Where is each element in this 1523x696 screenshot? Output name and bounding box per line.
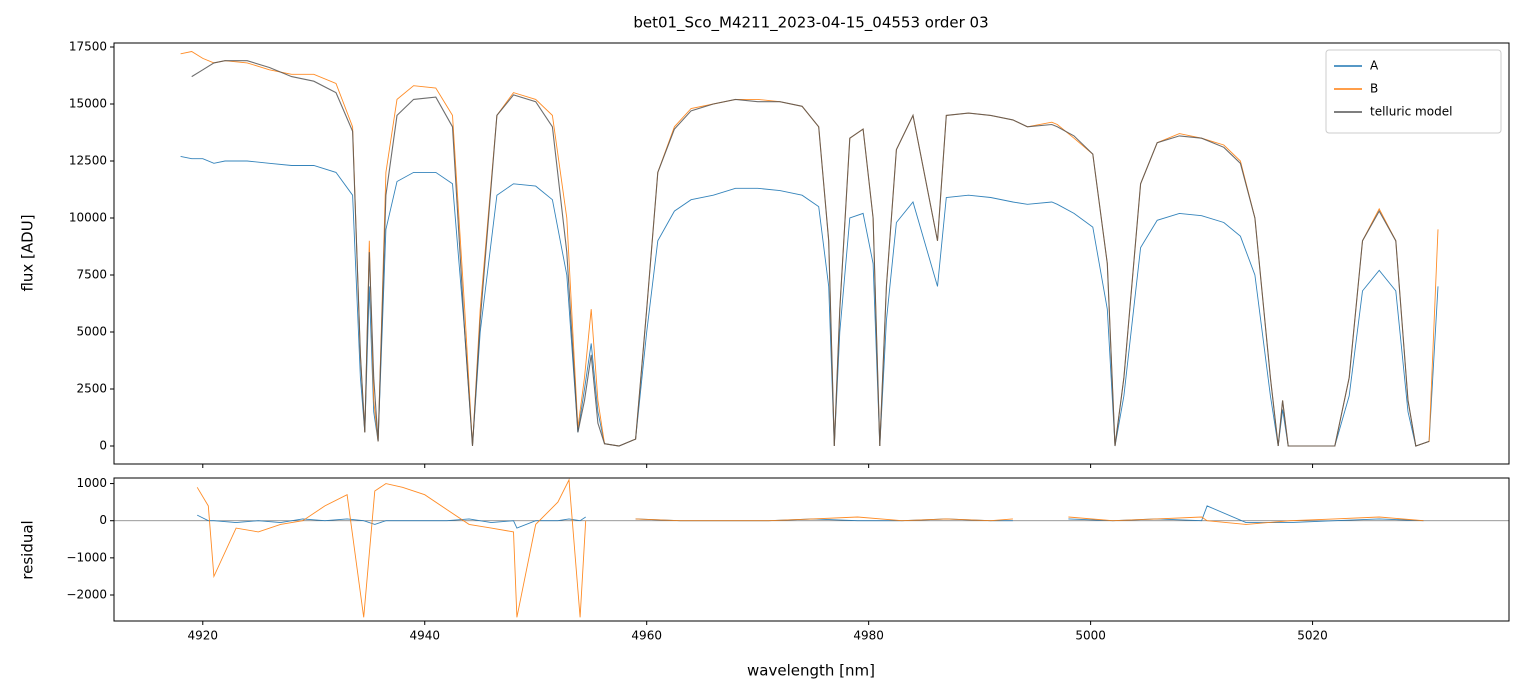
y-tick-label: 10000 bbox=[69, 210, 107, 224]
y-tick-label: 0 bbox=[99, 438, 107, 452]
data-line bbox=[180, 155, 1439, 447]
plot-area bbox=[196, 478, 1424, 618]
data-line bbox=[180, 51, 1439, 447]
x-axis-label: wavelength [nm] bbox=[747, 662, 875, 680]
axes-frame bbox=[113, 42, 1510, 465]
axes-frame bbox=[113, 477, 1510, 622]
y-tick-label: 12500 bbox=[69, 153, 107, 167]
y-tick-label: 17500 bbox=[69, 39, 107, 53]
plot-area bbox=[180, 51, 1439, 447]
data-line bbox=[191, 60, 1430, 447]
y-tick-label: −1000 bbox=[66, 550, 107, 564]
y-axis-label: residual bbox=[19, 520, 37, 579]
y-tick-label: 5000 bbox=[76, 324, 107, 338]
y-tick-label: 15000 bbox=[69, 96, 107, 110]
legend-label: B bbox=[1370, 82, 1378, 96]
legend-box bbox=[1325, 49, 1502, 134]
chart-title: bet01_Sco_M4211_2023-04-15_04553 order 0… bbox=[633, 14, 988, 33]
legend-label: A bbox=[1370, 59, 1379, 73]
x-tick-label: 4940 bbox=[409, 629, 440, 643]
y-tick-label: 7500 bbox=[76, 267, 107, 281]
x-tick-label: 5000 bbox=[1075, 629, 1106, 643]
y-tick-label: 2500 bbox=[76, 381, 107, 395]
x-tick-label: 4980 bbox=[853, 629, 884, 643]
data-line bbox=[196, 478, 1424, 618]
legend-label: telluric model bbox=[1370, 105, 1452, 119]
y-tick-label: −2000 bbox=[66, 588, 107, 602]
data-line bbox=[196, 505, 1424, 529]
x-tick-label: 4920 bbox=[188, 629, 219, 643]
y-tick-label: 0 bbox=[99, 513, 107, 527]
x-tick-label: 5020 bbox=[1297, 629, 1328, 643]
y-axis-label: flux [ADU] bbox=[19, 214, 37, 291]
y-tick-label: 1000 bbox=[76, 476, 107, 490]
x-tick-label: 4960 bbox=[631, 629, 662, 643]
